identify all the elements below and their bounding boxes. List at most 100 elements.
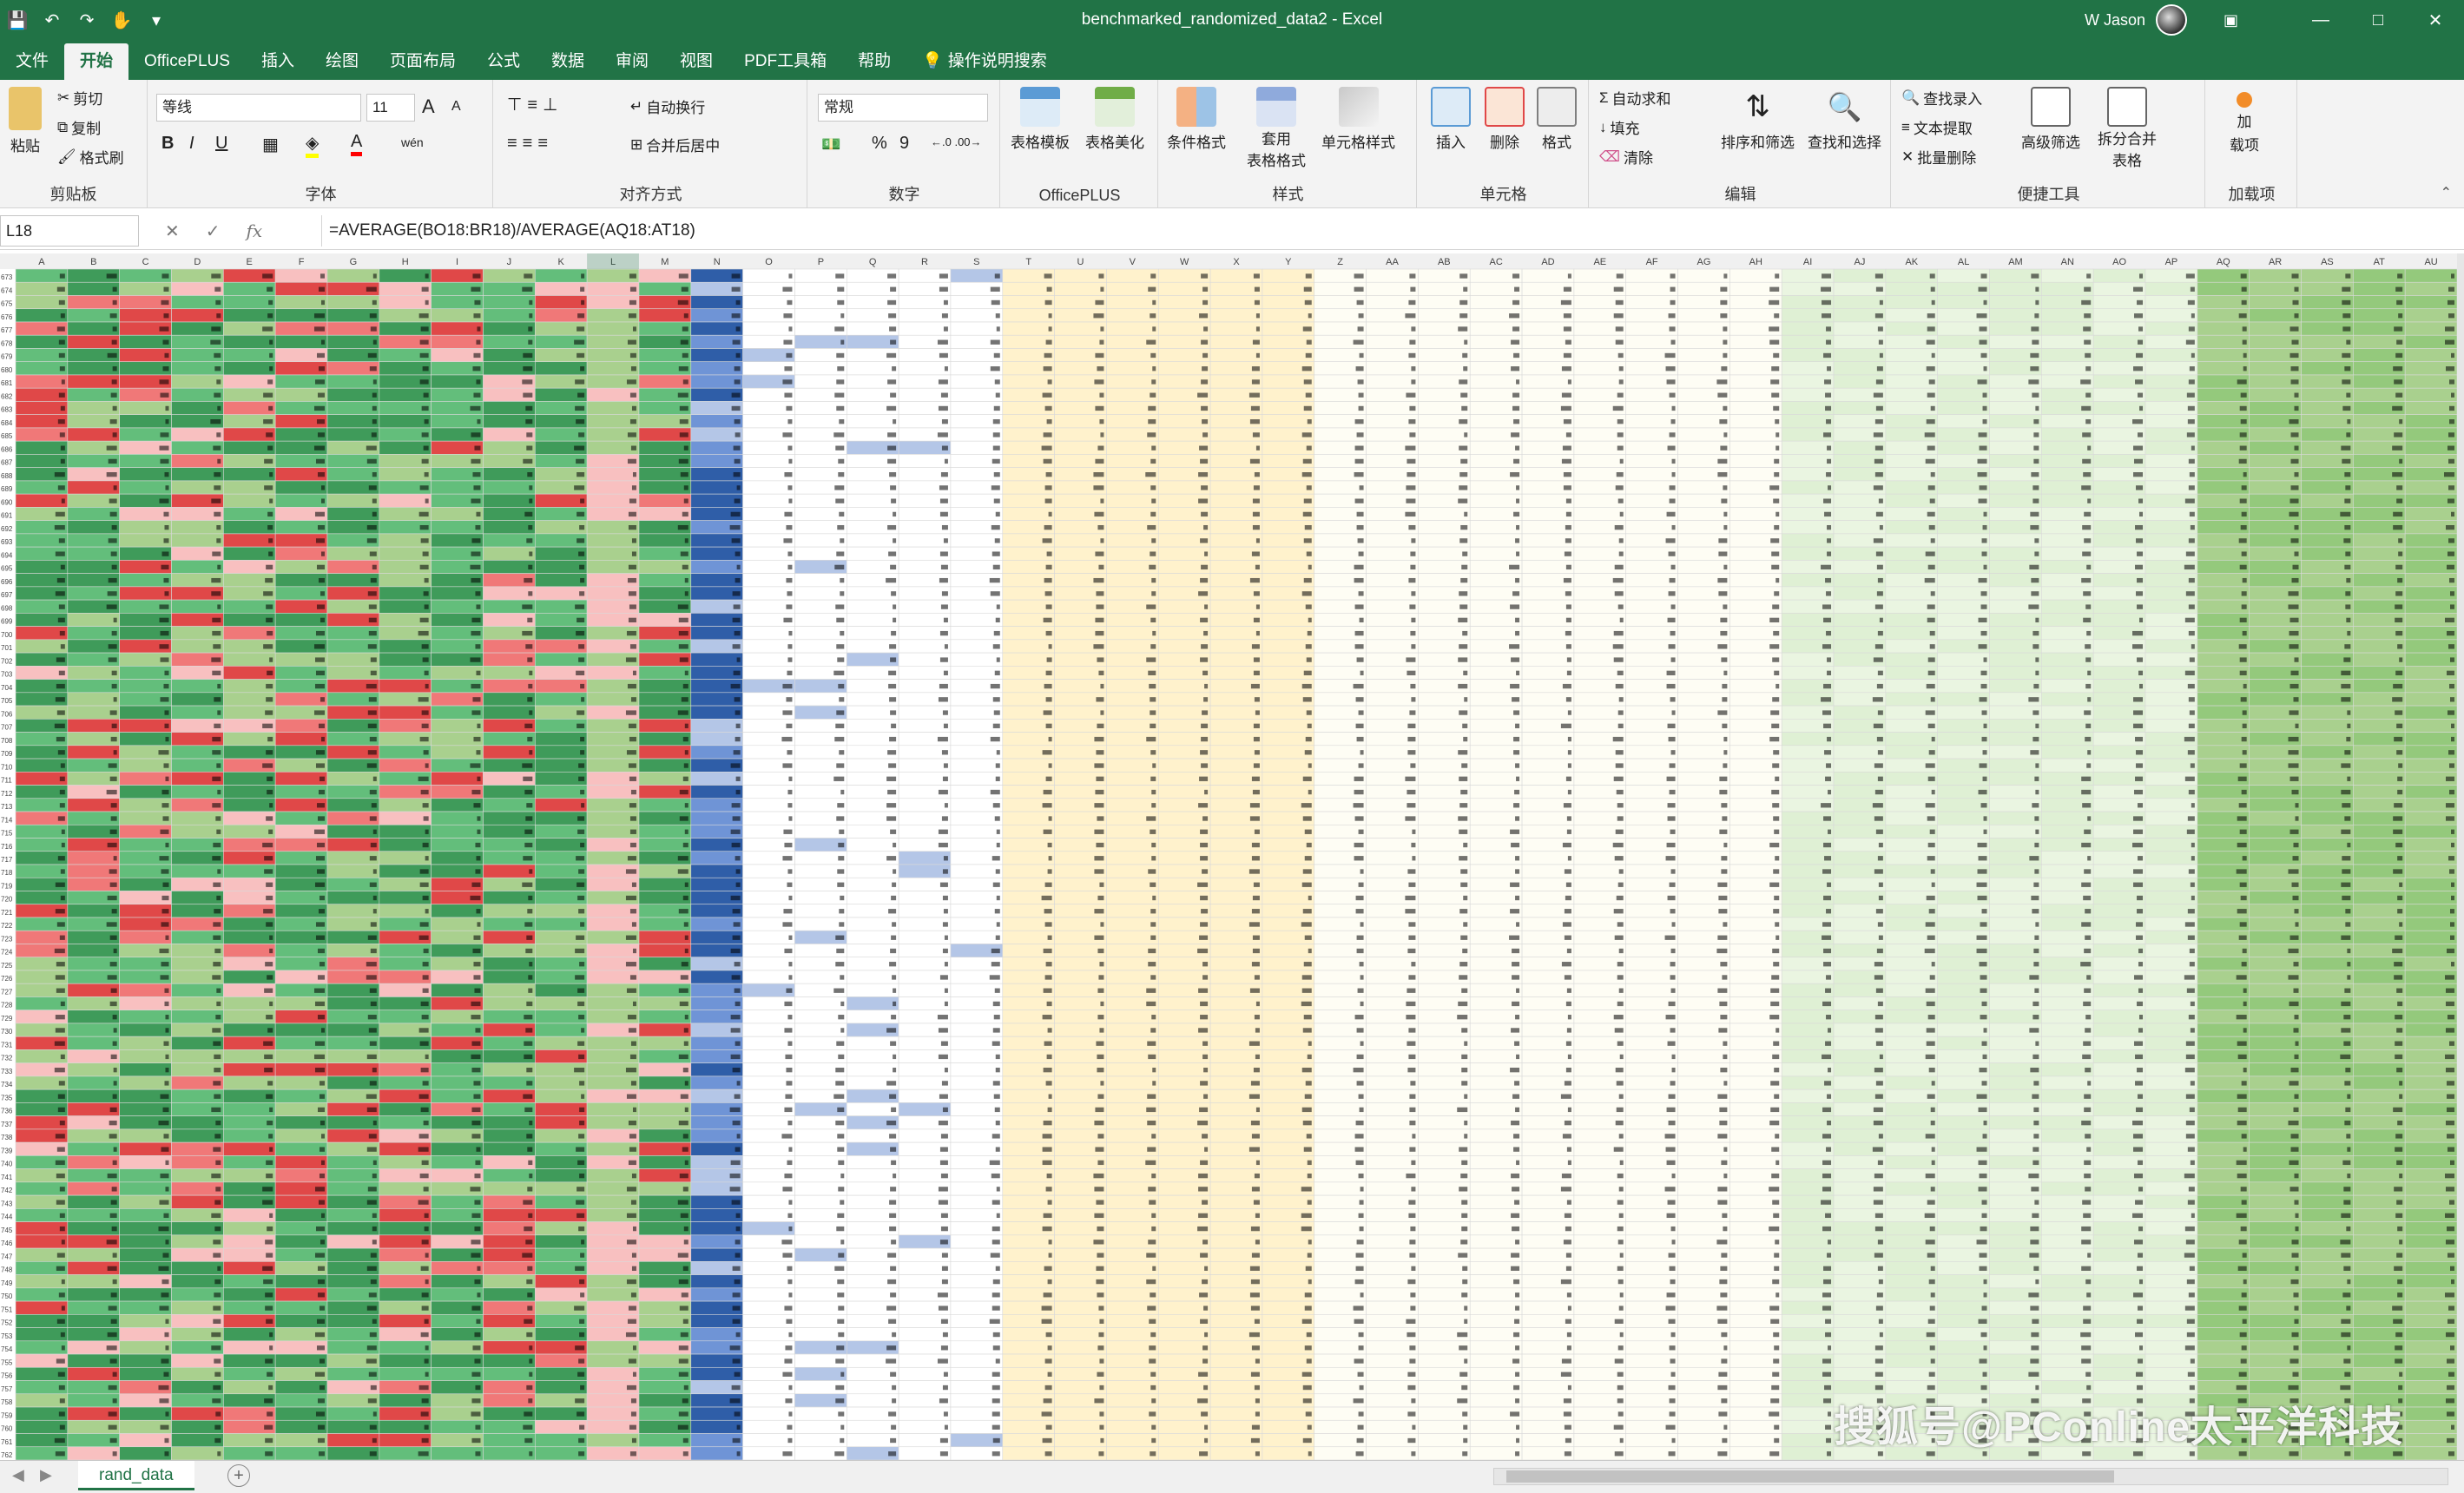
row-header[interactable]: 700	[1, 631, 13, 639]
cell[interactable]	[1418, 281, 1471, 296]
cell[interactable]	[2353, 414, 2406, 429]
cell[interactable]	[274, 692, 328, 707]
cancel-icon[interactable]: ✕	[165, 221, 180, 241]
cell[interactable]	[1002, 321, 1055, 336]
cell[interactable]	[742, 639, 795, 654]
cell[interactable]	[1677, 427, 1730, 442]
name-box[interactable]: L18	[0, 215, 139, 247]
cell[interactable]	[534, 295, 588, 310]
cell[interactable]	[223, 798, 276, 812]
cell[interactable]	[431, 904, 484, 918]
cell[interactable]	[223, 546, 276, 561]
cell[interactable]	[2353, 308, 2406, 323]
cell[interactable]	[742, 930, 795, 944]
cell[interactable]	[898, 719, 952, 733]
column-header[interactable]: X	[1233, 257, 1240, 267]
cell[interactable]	[1262, 414, 1315, 429]
cell[interactable]	[638, 719, 692, 733]
cell[interactable]	[1106, 321, 1159, 336]
cell[interactable]	[742, 771, 795, 786]
column-header[interactable]: O	[765, 257, 773, 267]
cell[interactable]	[2301, 771, 2354, 786]
cell[interactable]	[2404, 586, 2458, 601]
cell[interactable]	[483, 321, 536, 336]
column-header[interactable]: G	[350, 257, 358, 267]
cell[interactable]	[638, 930, 692, 944]
cell[interactable]	[1937, 507, 1990, 521]
cell[interactable]	[950, 891, 1004, 905]
cell[interactable]	[2092, 493, 2146, 508]
cell[interactable]	[1418, 507, 1471, 521]
cell[interactable]	[2249, 652, 2302, 667]
cell[interactable]	[950, 599, 1004, 614]
column-header[interactable]: AD	[1541, 257, 1554, 267]
cell[interactable]	[534, 573, 588, 588]
cell[interactable]	[2249, 904, 2302, 918]
table-template-button[interactable]: 表格模板	[1011, 87, 1070, 152]
cell[interactable]	[1366, 374, 1419, 389]
cell[interactable]	[2301, 705, 2354, 720]
row-header[interactable]: 711	[1, 777, 12, 785]
cell[interactable]	[2092, 321, 2146, 336]
cell[interactable]	[223, 652, 276, 667]
cell[interactable]	[2301, 427, 2354, 442]
phonetic-button[interactable]: wén	[401, 135, 424, 149]
delete-cells-button[interactable]: 删除	[1485, 87, 1525, 152]
currency-icon[interactable]: 💵	[821, 135, 841, 153]
cell[interactable]	[1262, 758, 1315, 773]
tab-formulas[interactable]: 公式	[487, 52, 521, 70]
cell[interactable]	[1106, 785, 1159, 799]
cell[interactable]	[950, 824, 1004, 839]
cell[interactable]	[846, 917, 899, 931]
cell[interactable]	[1989, 533, 2042, 548]
cell[interactable]	[1729, 771, 1782, 786]
cell[interactable]	[1573, 361, 1627, 376]
cell[interactable]	[119, 480, 172, 495]
cell[interactable]	[2249, 440, 2302, 455]
cell[interactable]	[1002, 851, 1055, 865]
cell[interactable]	[638, 745, 692, 760]
percent-button[interactable]: %	[872, 134, 887, 153]
cell[interactable]	[2144, 838, 2198, 852]
cell[interactable]	[1366, 824, 1419, 839]
cell[interactable]	[1521, 374, 1575, 389]
cell[interactable]	[171, 679, 224, 694]
cell[interactable]	[326, 824, 380, 839]
cell[interactable]	[2404, 877, 2458, 891]
cell[interactable]	[2249, 719, 2302, 733]
column-header[interactable]: E	[247, 257, 253, 267]
cell[interactable]	[15, 838, 69, 852]
row-header[interactable]: 690	[1, 498, 13, 506]
cell[interactable]	[1209, 533, 1263, 548]
cell[interactable]	[742, 440, 795, 455]
cell[interactable]	[1937, 771, 1990, 786]
cell[interactable]	[1314, 864, 1367, 878]
cell[interactable]	[1885, 864, 1939, 878]
cell[interactable]	[1418, 427, 1471, 442]
find-input-button[interactable]: 🔍 查找录入	[1901, 87, 1982, 109]
cell[interactable]	[1677, 560, 1730, 574]
cell[interactable]	[1054, 334, 1107, 349]
cell[interactable]	[1729, 851, 1782, 865]
cell[interactable]	[483, 745, 536, 760]
cell[interactable]	[1833, 493, 1887, 508]
cell[interactable]	[1885, 281, 1939, 296]
cell[interactable]	[431, 824, 484, 839]
row-header[interactable]: 698	[1, 604, 13, 612]
cell[interactable]	[690, 785, 743, 799]
cell[interactable]	[67, 480, 120, 495]
cell[interactable]	[1677, 480, 1730, 495]
copy-button[interactable]: ⧉ 复制	[57, 116, 101, 138]
cell[interactable]	[2092, 666, 2146, 680]
row-header[interactable]: 683	[1, 406, 13, 414]
cell[interactable]	[1157, 626, 1211, 641]
column-header[interactable]: B	[90, 257, 96, 267]
cell[interactable]	[119, 930, 172, 944]
cell[interactable]	[898, 758, 952, 773]
row-header[interactable]: 721	[1, 909, 13, 917]
cell[interactable]	[1002, 374, 1055, 389]
cell[interactable]	[2092, 268, 2146, 283]
cell[interactable]	[1729, 573, 1782, 588]
cell[interactable]	[950, 771, 1004, 786]
shrink-font-button[interactable]: A	[451, 99, 461, 114]
